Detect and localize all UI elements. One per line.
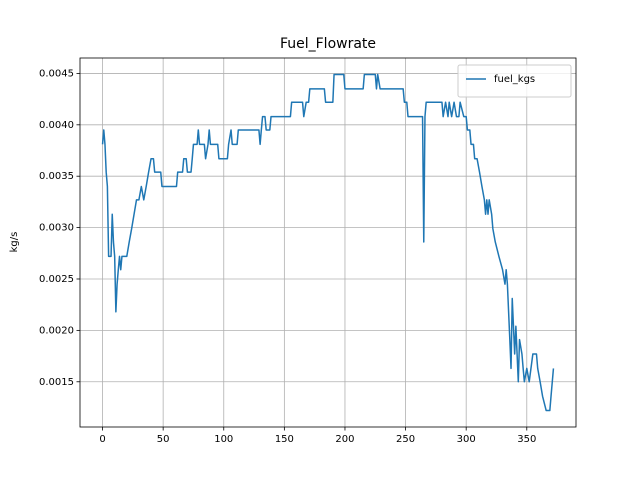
x-tick-label: 300 xyxy=(457,434,476,445)
plot-frame xyxy=(79,57,577,428)
legend: fuel_kgs xyxy=(457,64,572,98)
y-tick-label: 0.0030 xyxy=(39,223,74,234)
data-line xyxy=(101,73,555,412)
x-tick-label: 200 xyxy=(335,434,354,445)
y-axis-label: kg/s xyxy=(9,232,20,253)
y-tick-label: 0.0020 xyxy=(39,325,74,336)
x-tick-label: 250 xyxy=(396,434,415,445)
y-tick-label: 0.0045 xyxy=(39,68,74,79)
y-tick-label: 0.0015 xyxy=(39,377,74,388)
x-tick-label: 100 xyxy=(214,434,233,445)
x-tick-label: 0 xyxy=(99,434,105,445)
legend-label: fuel_kgs xyxy=(494,74,535,85)
y-tick-label: 0.0035 xyxy=(39,171,74,182)
y-tick-label: 0.0040 xyxy=(39,120,74,131)
legend-frame xyxy=(457,64,572,98)
x-tick-label: 350 xyxy=(517,434,536,445)
y-tick-label: 0.0025 xyxy=(39,274,74,285)
x-tick-label: 150 xyxy=(275,434,294,445)
x-tick-label: 50 xyxy=(157,434,170,445)
chart-title: Fuel_Flowrate xyxy=(280,36,376,52)
